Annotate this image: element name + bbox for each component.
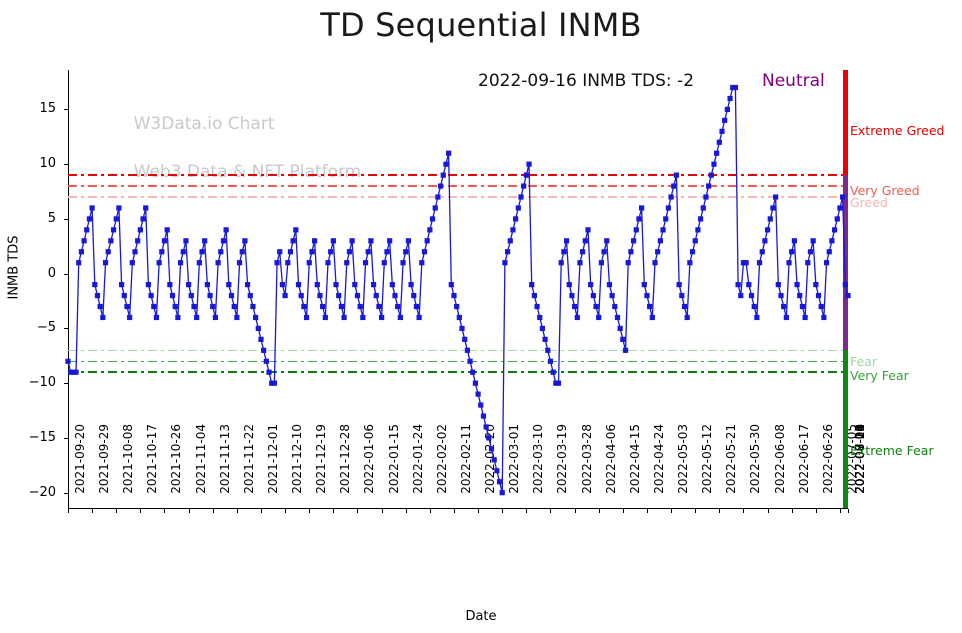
y-axis-spine <box>68 70 69 508</box>
zone-label-very-fear: Very Fear <box>850 368 909 383</box>
zone-label-extreme-greed: Extreme Greed <box>850 123 945 138</box>
x-axis-spine <box>68 508 848 509</box>
x-tick-mark <box>453 509 455 513</box>
tds-line <box>67 86 849 493</box>
x-tick-mark <box>574 509 576 513</box>
x-tick-mark <box>719 509 721 513</box>
threshold-line <box>68 185 848 187</box>
zone-label-extreme-fear: Extreme Fear <box>850 443 934 458</box>
y-tick-mark <box>64 383 68 385</box>
y-tick-label: −20 <box>28 484 56 500</box>
watermark-line-2: Web3 Data & NFT Platform <box>133 162 362 183</box>
x-tick-mark <box>791 509 793 513</box>
x-tick-mark <box>92 509 94 513</box>
y-tick-label: 5 <box>47 210 56 226</box>
x-tick-mark <box>767 509 769 513</box>
x-tick-mark <box>381 509 383 513</box>
x-axis-title: Date <box>465 609 497 624</box>
x-tick-mark <box>357 509 359 513</box>
x-tick-mark <box>236 509 238 513</box>
x-tick-mark <box>526 509 528 513</box>
x-tick-mark <box>405 509 407 513</box>
x-tick-mark <box>695 509 697 513</box>
y-tick-label: 10 <box>39 156 56 172</box>
x-tick-mark <box>429 509 431 513</box>
x-tick-mark <box>333 509 335 513</box>
y-tick-mark <box>64 437 68 439</box>
zone-label-very-greed: Very Greed <box>850 183 920 198</box>
x-tick-mark <box>309 509 311 513</box>
x-tick-mark <box>815 509 817 513</box>
x-tick-mark <box>550 509 552 513</box>
watermark-line-1: W3Data.io Chart <box>133 114 275 135</box>
x-tick-mark <box>743 509 745 513</box>
sentiment-annotation: Neutral <box>762 71 825 91</box>
threshold-line <box>68 371 848 374</box>
x-tick-mark <box>478 509 480 513</box>
x-tick-mark <box>839 509 841 513</box>
x-tick-mark <box>212 509 214 513</box>
y-tick-label: 15 <box>39 101 56 117</box>
watermark: W3Data.io Chart Web3 Data & NFT Platform <box>112 88 362 209</box>
threshold-line <box>68 360 848 363</box>
threshold-line <box>68 196 848 198</box>
y-tick-mark <box>64 492 68 494</box>
chart-title: TD Sequential INMB <box>320 6 642 44</box>
zone-label-greed: Greed <box>850 195 888 210</box>
x-tick-mark <box>140 509 142 513</box>
colorbar-segment <box>843 70 848 176</box>
y-tick-mark <box>64 218 68 220</box>
y-tick-mark <box>64 328 68 330</box>
colorbar-segment <box>843 175 848 351</box>
x-tick-mark <box>188 509 190 513</box>
current-value-annotation: 2022-09-16 INMB TDS: -2 <box>478 71 695 91</box>
y-tick-mark <box>64 164 68 166</box>
x-tick-mark <box>502 509 504 513</box>
x-tick-mark <box>260 509 262 513</box>
colorbar-segment <box>843 350 848 508</box>
x-tick-mark <box>622 509 624 513</box>
y-tick-label: −5 <box>36 320 56 336</box>
threshold-line <box>68 349 848 352</box>
y-tick-mark <box>64 109 68 111</box>
y-tick-label: −15 <box>28 429 56 445</box>
x-tick-mark <box>285 509 287 513</box>
tds-markers <box>65 84 851 496</box>
threshold-line <box>68 174 848 177</box>
zone-label-fear: Fear <box>850 354 877 369</box>
x-tick-mark <box>671 509 673 513</box>
y-tick-label: −10 <box>28 375 56 391</box>
x-tick-mark <box>848 509 849 513</box>
x-tick-mark <box>646 509 648 513</box>
y-tick-mark <box>64 273 68 275</box>
x-tick-mark <box>116 509 118 513</box>
x-tick-mark <box>598 509 600 513</box>
y-tick-label: 0 <box>47 265 56 281</box>
x-tick-mark <box>164 509 166 513</box>
x-tick-mark <box>68 509 69 513</box>
